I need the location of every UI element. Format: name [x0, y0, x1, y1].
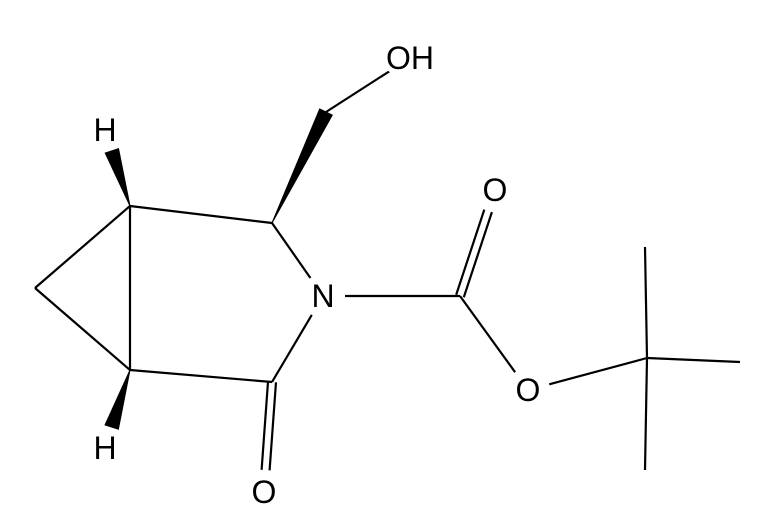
bond-double	[262, 382, 268, 470]
bond-wedge	[272, 109, 332, 223]
atom-label: H	[93, 430, 116, 466]
bond-single	[130, 370, 272, 382]
bond-wedge	[105, 370, 130, 429]
bond-single	[272, 315, 312, 382]
bond-wedge	[105, 149, 130, 206]
bond-single	[460, 296, 515, 372]
bond-double	[464, 212, 492, 297]
molecule-canvas: NNOOOHOHHHHHOOOO	[0, 0, 759, 518]
bond-double	[270, 382, 276, 470]
bond-single	[272, 223, 310, 278]
atom-label: OH	[386, 40, 434, 76]
atom-label: O	[516, 372, 541, 408]
bond-single	[645, 247, 647, 358]
atom-label: O	[483, 172, 508, 208]
atom-label: O	[252, 474, 277, 510]
bond-single	[645, 358, 647, 470]
atom-label: H	[93, 112, 116, 148]
bond-double	[456, 210, 484, 295]
bond-single	[35, 288, 130, 370]
bond-single	[549, 358, 647, 384]
bond-single	[326, 70, 391, 112]
atom-label: N	[311, 278, 334, 314]
bond-single	[647, 358, 740, 362]
bond-single	[35, 206, 130, 288]
bond-single	[130, 206, 272, 223]
